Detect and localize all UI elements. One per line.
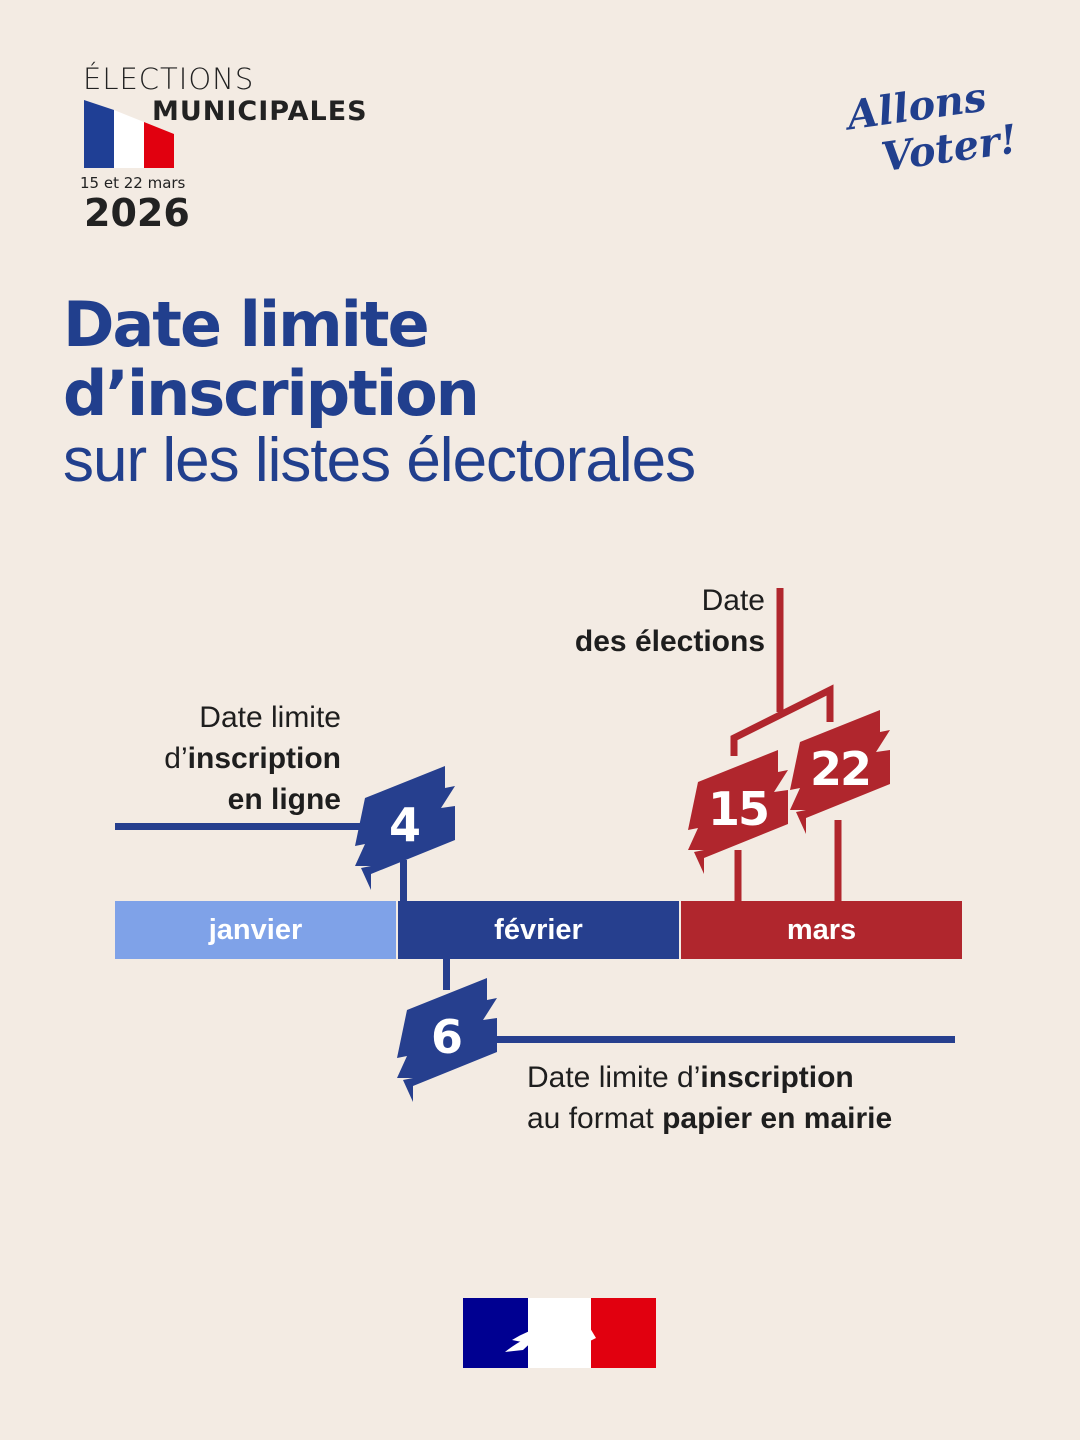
title-line-3: sur les listes électorales (63, 426, 696, 495)
paper-label-bold-2: papier en mairie (662, 1102, 893, 1135)
marianne-logo (463, 1298, 656, 1368)
paper-deadline-label: Date limite d’inscription au format papi… (527, 1057, 892, 1139)
month-january: janvier (115, 901, 396, 959)
election-label-line-1: Date (701, 584, 765, 617)
election-day-1: 15 (707, 782, 770, 836)
online-deadline-label: Date limite d’inscription en ligne (164, 697, 341, 820)
online-stem (400, 860, 407, 905)
election-dates: 15 et 22 mars (80, 174, 186, 192)
municipales-label: MUNICIPALES (152, 96, 368, 127)
election-bracket (730, 588, 842, 903)
online-day: 4 (388, 798, 421, 852)
title-line-2: d’inscription (63, 357, 480, 430)
election-year: 2026 (84, 191, 190, 235)
election-date-label: Date des élections (575, 580, 765, 662)
online-label-prefix: d’ (164, 742, 188, 775)
paper-label-bold: inscription (700, 1061, 854, 1094)
month-february: février (398, 901, 679, 959)
online-label-line-1: Date limite (199, 701, 341, 734)
paper-label-prefix: Date limite d’ (527, 1061, 701, 1094)
election-label-line-2: des élections (574, 625, 765, 658)
paper-stem (443, 955, 450, 990)
paper-day: 6 (430, 1010, 463, 1064)
online-label-line-3: en ligne (227, 783, 341, 816)
election-day-2: 22 (809, 742, 872, 796)
elections-label: ÉLECTIONS (83, 62, 255, 96)
paper-label-prefix-2: au format (527, 1102, 663, 1135)
french-flag-icon (84, 100, 174, 168)
month-march: mars (681, 901, 962, 959)
title-line-1: Date limite (63, 288, 430, 361)
online-label-bold: inscription (187, 742, 341, 775)
online-deadline-line (115, 823, 375, 830)
paper-deadline-line (480, 1036, 955, 1043)
